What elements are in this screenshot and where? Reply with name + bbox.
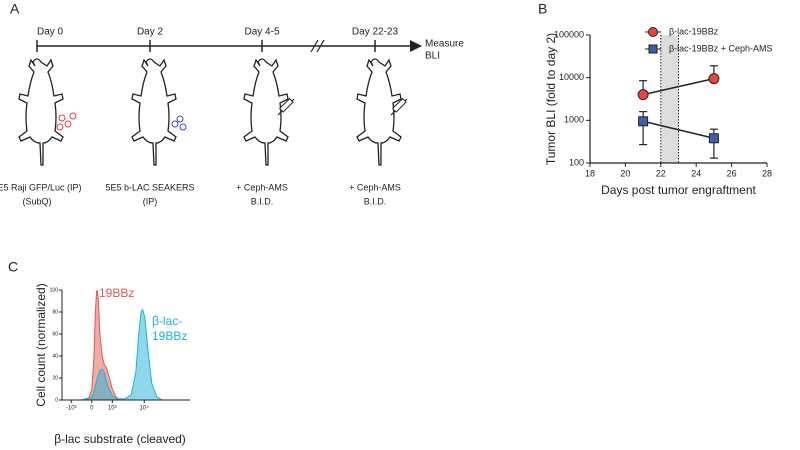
y-tick-label: 40 xyxy=(52,353,58,359)
event-description: (SubQ) xyxy=(22,196,51,206)
day-label: Day 22-23 xyxy=(352,27,399,38)
event-description: B.I.D. xyxy=(251,196,274,206)
legend-label: β-lac-19BBz + Ceph-AMS xyxy=(669,43,772,53)
axis-break xyxy=(310,39,325,53)
legend-label: β-lac-19BBz xyxy=(669,26,719,36)
car-t-cells xyxy=(171,115,187,131)
event-description: + Ceph-AMS xyxy=(349,182,401,192)
event-description: (IP) xyxy=(143,196,158,206)
x-tick-label: -10³ xyxy=(66,406,77,412)
day-label: Day 2 xyxy=(137,27,164,38)
event-description: 5E5 Raji GFP/Luc (IP) xyxy=(0,182,82,192)
series-label: 19BBz xyxy=(152,329,187,343)
y-axis-label: Cell count (normalized) xyxy=(34,283,48,406)
x-axis-label: Days post tumor engraftment xyxy=(601,183,756,197)
x-tick-label: 24 xyxy=(691,168,701,178)
y-tick-label: 0 xyxy=(55,397,58,403)
mouse-icon xyxy=(18,58,64,166)
panel-label: A xyxy=(10,1,20,17)
day-label: Day 0 xyxy=(37,27,64,38)
data-point xyxy=(637,89,649,101)
y-tick-label: 1000 xyxy=(564,115,584,125)
x-tick-label: 26 xyxy=(727,168,737,178)
series-line xyxy=(642,120,715,139)
event-description: B.I.D. xyxy=(364,196,387,206)
series-line xyxy=(642,77,715,96)
y-tick-label: 100 xyxy=(569,157,584,167)
y-tick-label: 20 xyxy=(52,375,58,381)
y-tick-label: 10000 xyxy=(559,72,584,82)
panel-label: C xyxy=(8,259,18,275)
x-tick-label: 18 xyxy=(585,168,595,178)
y-tick-label: 60 xyxy=(52,331,58,337)
day-label: Day 4-5 xyxy=(244,27,279,38)
y-axis-label: Tumor BLI (fold to day 2) xyxy=(544,33,558,165)
x-tick-label: 10⁴ xyxy=(140,405,150,412)
timeline xyxy=(18,39,422,166)
event-description: 5E5 b-LAC SEAKERS xyxy=(105,182,194,192)
data-point xyxy=(708,133,719,144)
data-point xyxy=(708,73,720,85)
series-label: β-lac- xyxy=(152,314,182,328)
end-label: BLI xyxy=(425,51,440,62)
shaded-region xyxy=(660,35,679,163)
x-tick-label: 0 xyxy=(90,406,94,412)
x-tick-label: 22 xyxy=(656,168,666,178)
y-tick-label: 100000 xyxy=(554,29,584,39)
density-area xyxy=(81,289,122,401)
end-label: Measure xyxy=(425,39,464,50)
x-tick-label: 28 xyxy=(762,168,772,178)
density-area xyxy=(81,308,164,401)
series-label: 19BBz xyxy=(99,286,134,300)
y-tick-label: 80 xyxy=(52,309,58,315)
y-tick-label: 100 xyxy=(50,287,59,293)
data-point xyxy=(638,116,649,127)
x-tick-label: 10³ xyxy=(108,406,117,412)
legend-marker xyxy=(648,27,658,37)
x-tick-label: 20 xyxy=(620,168,630,178)
event-description: + Ceph-AMS xyxy=(236,182,288,192)
panel-label: B xyxy=(538,1,547,17)
arrow-head xyxy=(410,40,422,52)
mouse-icon xyxy=(131,58,177,166)
x-axis-label: β-lac substrate (cleaved) xyxy=(54,432,186,446)
legend-marker xyxy=(648,44,658,54)
tumor-cells xyxy=(56,112,77,131)
